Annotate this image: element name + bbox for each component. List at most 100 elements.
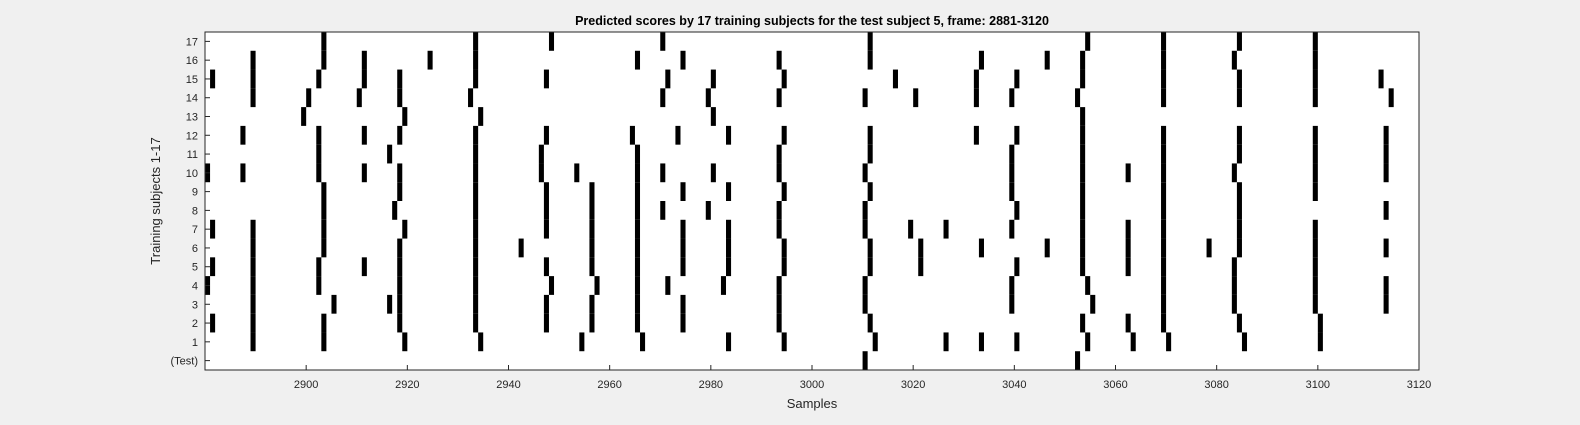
mark-row-16-14 (1312, 50, 1318, 70)
mark-row-14-7 (776, 88, 782, 108)
mark-row-16-7 (776, 50, 782, 70)
mark-row-5-0 (210, 257, 216, 277)
mark-row-1-0 (250, 332, 256, 352)
mark-row-3-1 (331, 294, 337, 314)
mark-row-3-8 (680, 294, 686, 314)
x-tick-label-1: 2920 (395, 379, 419, 391)
mark-row-5-10 (726, 257, 732, 277)
mark-row-8-3 (543, 201, 549, 220)
mark-row-7-0 (210, 219, 216, 239)
mark-row-2-15 (1317, 313, 1323, 333)
mark-row-9-9 (867, 182, 873, 201)
mark-row-7-15 (1080, 219, 1086, 239)
x-tick-label-2: 2940 (496, 379, 520, 391)
mark-row-6-20 (1383, 238, 1389, 258)
mark-row-2-11 (1080, 313, 1086, 333)
mark-row-11-4 (634, 144, 641, 164)
mark-row-5-3 (361, 257, 367, 277)
mark-row-10-5 (473, 163, 479, 183)
mark-row-7-4 (473, 219, 479, 239)
mark-row-11-0 (316, 144, 322, 164)
mark-row-16-3 (427, 50, 433, 70)
mark-row-14-9 (913, 88, 919, 108)
mark-row-5-1 (250, 257, 256, 277)
mark-row-3-6 (589, 294, 595, 314)
mark-row-2-8 (680, 313, 686, 333)
mark-row-5-18 (1231, 257, 1237, 277)
mark-row-2-5 (543, 313, 549, 333)
mark-row-11-2 (473, 144, 479, 164)
mark-row-16-13 (1231, 50, 1237, 70)
x-tick-label-8: 3060 (1103, 379, 1127, 391)
mark-row-2-12 (1125, 313, 1131, 333)
y-tick-label-9: 9 (192, 187, 198, 199)
x-tick-label-7: 3040 (1002, 379, 1026, 391)
mark-row-6-7 (680, 238, 686, 258)
mark-row-4-12 (1009, 276, 1015, 295)
mark-row-12-0 (240, 125, 246, 145)
mark-row-7-14 (1009, 219, 1015, 239)
mark-row-12-9 (781, 125, 787, 145)
y-tick-label-4: 4 (192, 281, 198, 293)
mark-row-7-17 (1161, 219, 1167, 239)
mark-row-10-1 (240, 163, 246, 183)
y-tick-label-12: 12 (186, 130, 198, 142)
mark-row-11-3 (538, 144, 544, 164)
mark-row-2-0 (210, 313, 216, 333)
mark-row-1-15 (1241, 332, 1248, 352)
mark-row-6-1 (321, 238, 327, 258)
mark-row-0-0 (862, 351, 868, 370)
y-tick-label-14: 14 (186, 93, 198, 105)
mark-row-6-12 (978, 238, 984, 258)
mark-row-8-2 (473, 201, 479, 220)
mark-row-11-12 (1383, 144, 1389, 164)
mark-row-7-10 (776, 219, 782, 239)
mark-row-6-16 (1161, 238, 1167, 258)
mark-row-16-9 (978, 50, 984, 70)
mark-row-8-14 (1383, 201, 1389, 220)
mark-row-8-0 (321, 201, 327, 220)
mark-row-2-10 (867, 313, 873, 333)
mark-row-9-2 (473, 182, 479, 201)
y-tick-label-15: 15 (186, 74, 198, 86)
mark-row-3-9 (776, 294, 782, 314)
mark-row-15-0 (210, 69, 216, 89)
mark-row-1-16 (1317, 332, 1323, 352)
mark-row-5-19 (1312, 257, 1318, 277)
y-tick-label-3: 3 (192, 299, 198, 311)
mark-row-14-3 (397, 88, 403, 108)
mark-row-9-12 (1161, 182, 1167, 201)
mark-row-13-3 (710, 107, 716, 126)
mark-row-4-15 (1231, 276, 1237, 295)
mark-row-3-14 (1231, 294, 1237, 314)
mark-row-4-5 (548, 276, 555, 295)
mark-row-15-10 (892, 69, 898, 89)
mark-row-3-5 (543, 294, 549, 314)
x-tick-label-11: 3120 (1407, 379, 1431, 391)
mark-row-14-0 (250, 88, 256, 108)
y-tick-label-17: 17 (186, 36, 198, 48)
mark-row-14-10 (973, 88, 979, 108)
mark-row-10-14 (1080, 163, 1086, 183)
mark-row-1-4 (579, 332, 585, 352)
mark-row-5-13 (918, 257, 924, 277)
mark-row-6-18 (1236, 238, 1242, 258)
mark-row-8-11 (1080, 201, 1086, 220)
mark-row-16-11 (1080, 50, 1086, 70)
mark-row-1-7 (781, 332, 787, 352)
mark-row-12-13 (1080, 125, 1086, 145)
mark-row-9-11 (1080, 182, 1086, 201)
mark-row-9-4 (589, 182, 595, 201)
mark-row-13-1 (402, 107, 408, 126)
mark-row-10-12 (862, 163, 868, 183)
mark-row-4-10 (776, 276, 782, 295)
mark-row-5-2 (316, 257, 322, 277)
mark-row-6-17 (1206, 238, 1212, 258)
mark-row-16-10 (1044, 50, 1050, 70)
mark-row-10-11 (776, 163, 782, 183)
mark-row-10-9 (660, 163, 666, 183)
mark-row-6-10 (867, 238, 873, 258)
x-tick-label-0: 2900 (294, 379, 318, 391)
mark-row-12-3 (397, 125, 403, 145)
